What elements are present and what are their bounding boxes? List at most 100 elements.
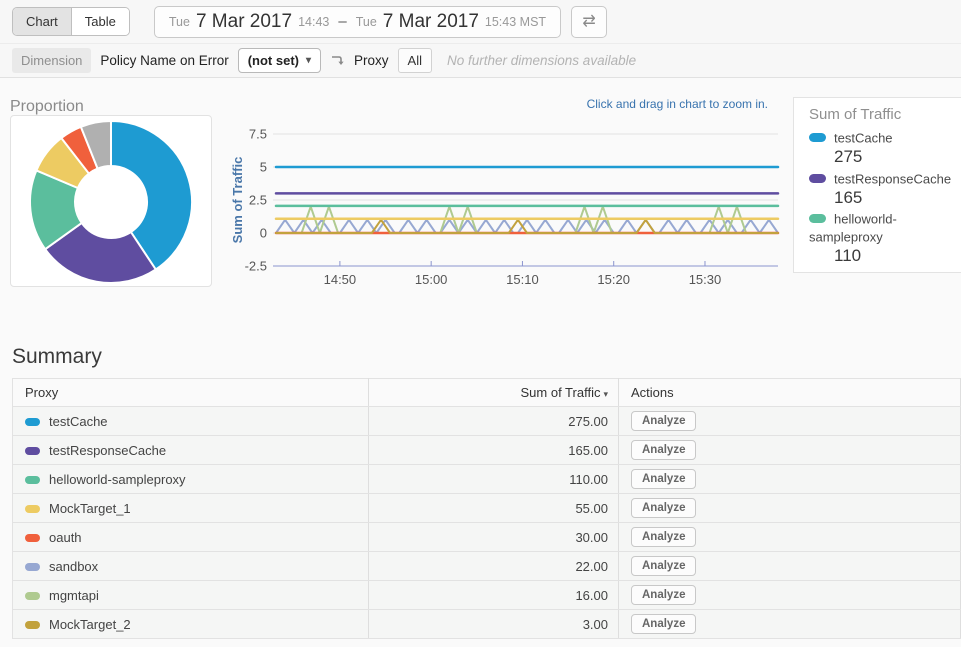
end-date: 7 Mar 2017 xyxy=(383,11,479,33)
series-color-pill xyxy=(809,174,826,183)
date-range-separator: – xyxy=(335,13,349,30)
sum-of-traffic-value: 22.00 xyxy=(369,552,619,581)
series-color-pill xyxy=(25,447,40,455)
sum-of-traffic-value: 110.00 xyxy=(369,465,619,494)
legend-title: Sum of Traffic xyxy=(794,98,961,128)
y-tick-label: -2.5 xyxy=(245,259,267,274)
traffic-line-chart[interactable]: Click and drag in chart to zoom in. 7.5 5… xyxy=(228,88,790,300)
legend-item-value: 275 xyxy=(834,147,961,167)
analyze-button[interactable]: Analyze xyxy=(631,411,696,431)
top-toolbar: Chart Table Tue 7 Mar 2017 14:43 – Tue 7… xyxy=(0,0,961,43)
proportion-title: Proportion xyxy=(10,98,84,116)
y-axis-label: Sum of Traffic xyxy=(230,157,245,244)
legend-item-name: testCache xyxy=(834,130,893,145)
table-row: testCache 275.00 Analyze xyxy=(13,407,961,436)
analyze-button[interactable]: Analyze xyxy=(631,440,696,460)
drilldown-arrow-icon xyxy=(330,53,345,68)
legend-item[interactable]: testCache 275 xyxy=(794,128,961,169)
sum-of-traffic-value: 275.00 xyxy=(369,407,619,436)
series-color-pill xyxy=(25,621,40,629)
x-tick-label: 15:00 xyxy=(415,272,448,287)
y-tick-label: 2.5 xyxy=(249,193,267,208)
sum-of-traffic-value: 16.00 xyxy=(369,581,619,610)
proxy-name: testResponseCache xyxy=(49,443,166,458)
y-tick-label: 7.5 xyxy=(249,127,267,142)
column-header-proxy[interactable]: Proxy xyxy=(13,379,369,407)
legend-item-value: 165 xyxy=(834,188,961,208)
table-row: helloworld-sampleproxy 110.00 Analyze xyxy=(13,465,961,494)
sum-of-traffic-value: 30.00 xyxy=(369,523,619,552)
series-color-pill xyxy=(25,563,40,571)
column-header-sum-of-traffic[interactable]: Sum of Traffic▾ xyxy=(369,379,619,407)
chart-view-button[interactable]: Chart xyxy=(13,8,71,35)
chart-legend: Sum of Traffic testCache 275 testRespons… xyxy=(793,97,961,273)
proxy-name: MockTarget_1 xyxy=(49,501,131,516)
series-color-pill xyxy=(809,214,826,223)
series-color-pill xyxy=(25,505,40,513)
dimension-bar: Dimension Policy Name on Error (not set)… xyxy=(0,43,961,78)
refresh-icon[interactable]: ⇄ xyxy=(571,6,607,38)
table-row: mgmtapi 16.00 Analyze xyxy=(13,581,961,610)
proportion-donut-chart[interactable] xyxy=(11,116,211,286)
analyze-button[interactable]: Analyze xyxy=(631,556,696,576)
zoom-hint: Click and drag in chart to zoom in. xyxy=(587,97,768,111)
series-color-pill xyxy=(25,476,40,484)
dimension-label: Dimension xyxy=(12,48,91,73)
x-tick-label: 14:50 xyxy=(324,272,357,287)
table-row: MockTarget_2 3.00 Analyze xyxy=(13,610,961,639)
proxy-name: helloworld-sampleproxy xyxy=(49,472,186,487)
sum-of-traffic-value: 165.00 xyxy=(369,436,619,465)
sum-of-traffic-value: 55.00 xyxy=(369,494,619,523)
legend-item-value: 110 xyxy=(834,246,961,266)
proxy-name: mgmtapi xyxy=(49,588,99,603)
chevron-down-icon: ▾ xyxy=(306,55,311,66)
legend-item-name: testResponseCache xyxy=(834,171,951,186)
sort-caret-icon: ▾ xyxy=(603,389,608,399)
end-time: 15:43 MST xyxy=(485,15,546,29)
dimension-value: (not set) xyxy=(248,53,299,68)
summary-header-row: Proxy Sum of Traffic▾ Actions xyxy=(13,379,961,407)
proportion-panel xyxy=(10,115,212,287)
x-tick-label: 15:20 xyxy=(597,272,630,287)
start-date: 7 Mar 2017 xyxy=(196,11,292,33)
table-view-button[interactable]: Table xyxy=(71,8,129,35)
dimension-name: Policy Name on Error xyxy=(100,53,228,68)
end-day: Tue xyxy=(356,15,377,29)
table-row: oauth 30.00 Analyze xyxy=(13,523,961,552)
series-color-pill xyxy=(809,133,826,142)
legend-item[interactable]: helloworld-sampleproxy 110 xyxy=(794,209,961,268)
legend-item[interactable]: MockTarget_1 55 xyxy=(794,268,961,273)
x-tick-label: 15:30 xyxy=(689,272,722,287)
dimension-value-dropdown[interactable]: (not set) ▾ xyxy=(238,48,321,73)
sum-of-traffic-value: 3.00 xyxy=(369,610,619,639)
proxy-name: sandbox xyxy=(49,559,98,574)
legend-item[interactable]: testResponseCache 165 xyxy=(794,169,961,210)
y-tick-label: 0 xyxy=(260,226,267,241)
analyze-button[interactable]: Analyze xyxy=(631,614,696,634)
analyze-button[interactable]: Analyze xyxy=(631,469,696,489)
summary-title: Summary xyxy=(12,345,102,369)
analyze-button[interactable]: Analyze xyxy=(631,585,696,605)
proxy-name: MockTarget_2 xyxy=(49,617,131,632)
column-header-actions: Actions xyxy=(619,379,961,407)
view-toggle: Chart Table xyxy=(12,7,130,36)
series-color-pill xyxy=(25,534,40,542)
date-range-picker[interactable]: Tue 7 Mar 2017 14:43 – Tue 7 Mar 2017 15… xyxy=(154,6,561,38)
drilldown-value-button[interactable]: All xyxy=(398,48,432,73)
start-day: Tue xyxy=(169,15,190,29)
table-row: MockTarget_1 55.00 Analyze xyxy=(13,494,961,523)
series-line-sandbox xyxy=(276,220,778,233)
drilldown-label: Proxy xyxy=(354,53,389,68)
series-color-pill xyxy=(25,418,40,426)
proxy-name: oauth xyxy=(49,530,82,545)
x-tick-label: 15:10 xyxy=(506,272,539,287)
summary-table: Proxy Sum of Traffic▾ Actions testCache … xyxy=(12,378,961,639)
analyze-button[interactable]: Analyze xyxy=(631,527,696,547)
y-tick-label: 5 xyxy=(260,160,267,175)
proxy-name: testCache xyxy=(49,414,108,429)
analyze-button[interactable]: Analyze xyxy=(631,498,696,518)
table-row: sandbox 22.00 Analyze xyxy=(13,552,961,581)
start-time: 14:43 xyxy=(298,15,329,29)
table-row: testResponseCache 165.00 Analyze xyxy=(13,436,961,465)
series-color-pill xyxy=(25,592,40,600)
